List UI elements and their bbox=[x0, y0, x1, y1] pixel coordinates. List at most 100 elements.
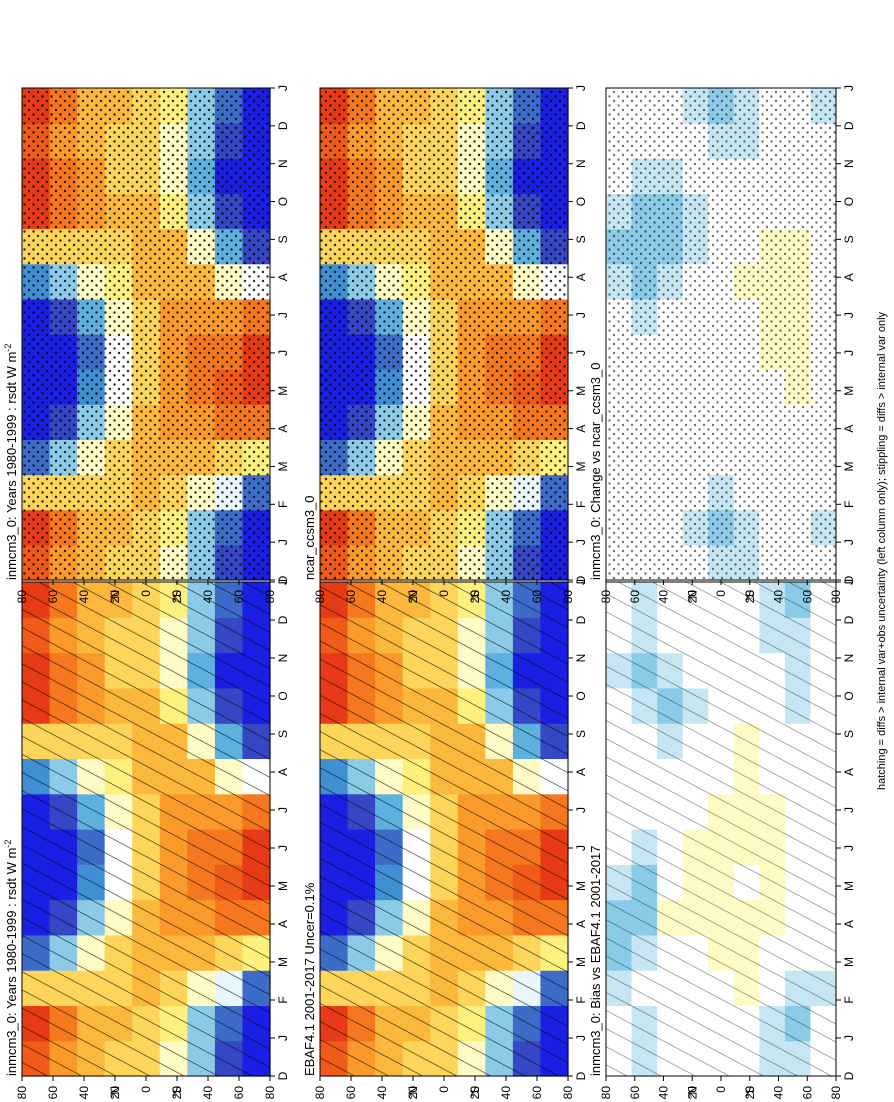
month-tick-label: D bbox=[276, 121, 290, 130]
month-tick-label: A bbox=[842, 768, 856, 776]
month-tick-label: M bbox=[842, 881, 856, 891]
month-tick-label: F bbox=[842, 501, 856, 508]
month-tick-label: S bbox=[276, 235, 290, 243]
month-tick-label: D bbox=[842, 575, 856, 584]
lat-hemisphere-south: °S bbox=[170, 1086, 184, 1099]
panel-title: ncar_ccsm3_0 bbox=[302, 495, 317, 580]
panel-title-superscript: -2 bbox=[3, 840, 13, 848]
month-tick-label: A bbox=[276, 425, 290, 433]
lat-hemisphere-south: °S bbox=[170, 590, 184, 603]
month-tick-label: J bbox=[574, 350, 588, 356]
month-tick-label: J bbox=[276, 350, 290, 356]
lat-tick-label: 60 bbox=[46, 1086, 60, 1100]
lat-tick-label: 80 bbox=[263, 1086, 277, 1100]
month-tick-label: F bbox=[276, 996, 290, 1003]
lat-tick-label: 80 bbox=[829, 1086, 843, 1100]
month-tick-label: J bbox=[574, 312, 588, 318]
month-tick-label: M bbox=[276, 881, 290, 891]
month-tick-label: J bbox=[276, 845, 290, 851]
lat-hemisphere-north: °N bbox=[406, 1086, 420, 1099]
month-tick-label: A bbox=[842, 273, 856, 281]
lat-tick-label: 20 bbox=[468, 590, 482, 604]
lat-tick-label: 40 bbox=[657, 590, 671, 604]
lat-tick-label: 80 bbox=[561, 590, 575, 604]
month-tick-label: N bbox=[276, 159, 290, 168]
month-tick-label: D bbox=[276, 575, 290, 584]
lat-tick-label: 20 bbox=[170, 590, 184, 604]
lat-tick-label: 80 bbox=[15, 590, 29, 604]
lat-tick-label: 60 bbox=[232, 590, 246, 604]
panel-title: inmcm3_0: Change vs ncar_ccsm3_0 bbox=[588, 363, 603, 581]
significance-overlay bbox=[22, 88, 270, 580]
month-tick-label: M bbox=[276, 957, 290, 967]
lat-tick-label: 60 bbox=[46, 590, 60, 604]
panel-left-middle: D J F M A M J J A S O N D J 80 60 40 20 0 20 40 60 80 °N °S EBAF4… bbox=[302, 579, 588, 1099]
lat-tick-label: 80 bbox=[313, 590, 327, 604]
panel-title-superscript: -2 bbox=[3, 344, 13, 352]
significance-overlay bbox=[320, 88, 568, 580]
month-tick-label: J bbox=[574, 85, 588, 91]
lat-hemisphere-north: °N bbox=[406, 590, 420, 603]
lat-hemisphere-north: °N bbox=[108, 1086, 122, 1099]
month-tick-label: S bbox=[842, 235, 856, 243]
lat-tick-label: 40 bbox=[375, 590, 389, 604]
month-tick-label: A bbox=[842, 920, 856, 928]
lat-tick-label: 40 bbox=[375, 1086, 389, 1100]
panel-title: inmcm3_0: Years 1980-1999 : rsdt W m-2 bbox=[3, 344, 19, 580]
month-tick-label: N bbox=[276, 654, 290, 663]
lat-tick-label: 20 bbox=[406, 1086, 420, 1100]
month-tick-label: M bbox=[842, 461, 856, 471]
lat-tick-label: 60 bbox=[800, 590, 814, 604]
lat-tick-label: 80 bbox=[599, 1086, 613, 1100]
lat-tick-label: 80 bbox=[15, 1086, 29, 1100]
month-tick-label: M bbox=[574, 461, 588, 471]
significance-overlay bbox=[320, 582, 568, 1076]
month-tick-label: J bbox=[842, 312, 856, 318]
lat-hemisphere-south: °S bbox=[743, 590, 757, 603]
month-tick-label: D bbox=[842, 121, 856, 130]
lat-tick-label: 60 bbox=[344, 590, 358, 604]
lat-tick-label: 40 bbox=[499, 590, 513, 604]
lat-tick-label: 60 bbox=[232, 1086, 246, 1100]
lat-tick-label: 0 bbox=[437, 590, 451, 597]
month-tick-label: J bbox=[842, 1035, 856, 1041]
month-tick-label: N bbox=[574, 159, 588, 168]
lat-tick-label: 40 bbox=[772, 590, 786, 604]
month-tick-label: J bbox=[842, 579, 856, 585]
month-tick-label: D bbox=[574, 615, 588, 624]
lat-tick-label: 40 bbox=[772, 1086, 786, 1100]
month-tick-label: D bbox=[574, 121, 588, 130]
lat-tick-label: 80 bbox=[561, 1086, 575, 1100]
month-tick-label: O bbox=[276, 691, 290, 700]
lat-tick-label: 20 bbox=[743, 1086, 757, 1100]
month-tick-label: O bbox=[842, 691, 856, 700]
lat-tick-label: 60 bbox=[344, 1086, 358, 1100]
month-tick-label: A bbox=[276, 920, 290, 928]
month-tick-label: A bbox=[842, 425, 856, 433]
month-tick-label: J bbox=[842, 807, 856, 813]
month-tick-label: M bbox=[842, 386, 856, 396]
lat-tick-label: 60 bbox=[628, 590, 642, 604]
month-tick-label: S bbox=[842, 730, 856, 738]
month-tick-label: D bbox=[574, 575, 588, 584]
month-tick-label: S bbox=[276, 730, 290, 738]
lat-tick-label: 0 bbox=[714, 590, 728, 597]
month-tick-label: A bbox=[574, 273, 588, 281]
month-tick-label: F bbox=[574, 996, 588, 1003]
lat-tick-label: 0 bbox=[139, 590, 153, 597]
month-tick-label: M bbox=[842, 957, 856, 967]
month-tick-label: O bbox=[574, 691, 588, 700]
month-tick-label: A bbox=[574, 425, 588, 433]
lat-tick-label: 80 bbox=[829, 590, 843, 604]
month-tick-label: N bbox=[842, 654, 856, 663]
month-tick-label: O bbox=[276, 197, 290, 206]
month-tick-label: A bbox=[574, 920, 588, 928]
month-tick-label: S bbox=[574, 730, 588, 738]
figure-footnote: hatching = diffs > internal var+obs unce… bbox=[876, 311, 888, 790]
month-tick-label: J bbox=[276, 312, 290, 318]
